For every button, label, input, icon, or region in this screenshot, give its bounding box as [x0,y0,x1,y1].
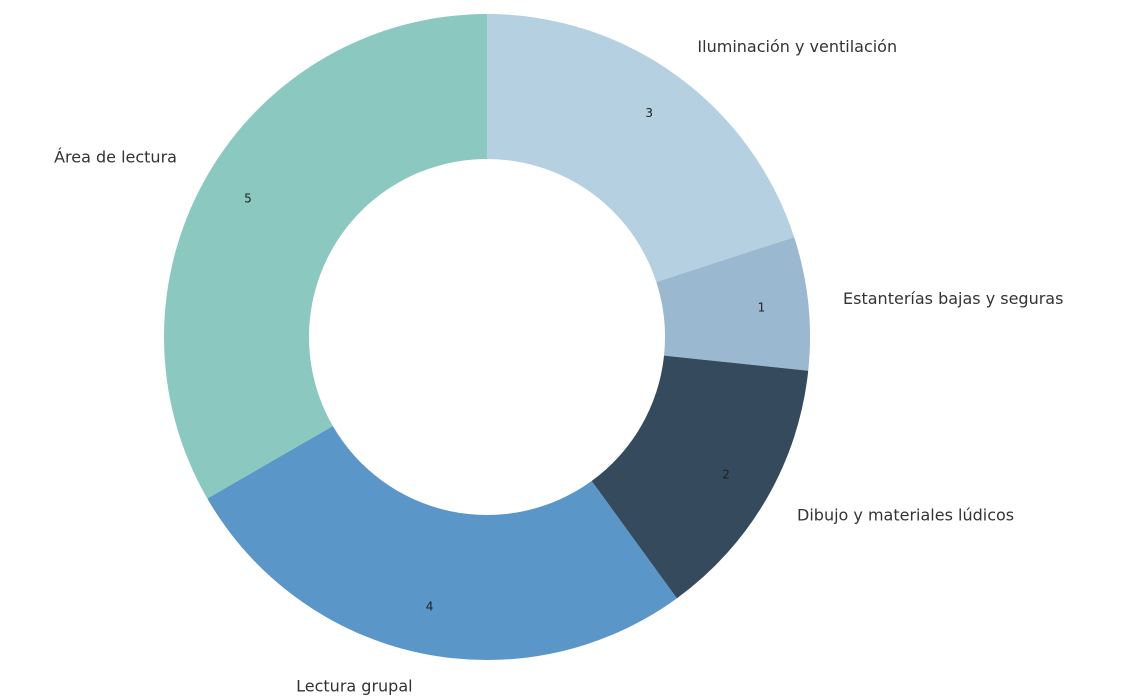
slice-label: Iluminación y ventilación [697,37,897,56]
donut-slice [207,426,677,660]
value-label: 3 [645,106,653,120]
value-label: 4 [426,599,434,613]
slice-label: Lectura grupal [296,677,412,696]
slice-label: Dibujo y materiales lúdicos [797,506,1014,525]
donut-slice [164,14,487,499]
slice-label: Área de lectura [54,148,177,167]
value-label: 2 [722,468,730,482]
donut-slice [591,355,809,599]
value-label: 1 [758,301,766,315]
slice-label: Estanterías bajas y seguras [843,289,1063,308]
donut-slice [487,14,795,282]
donut-slice [656,237,811,371]
value-label: 5 [244,192,252,206]
